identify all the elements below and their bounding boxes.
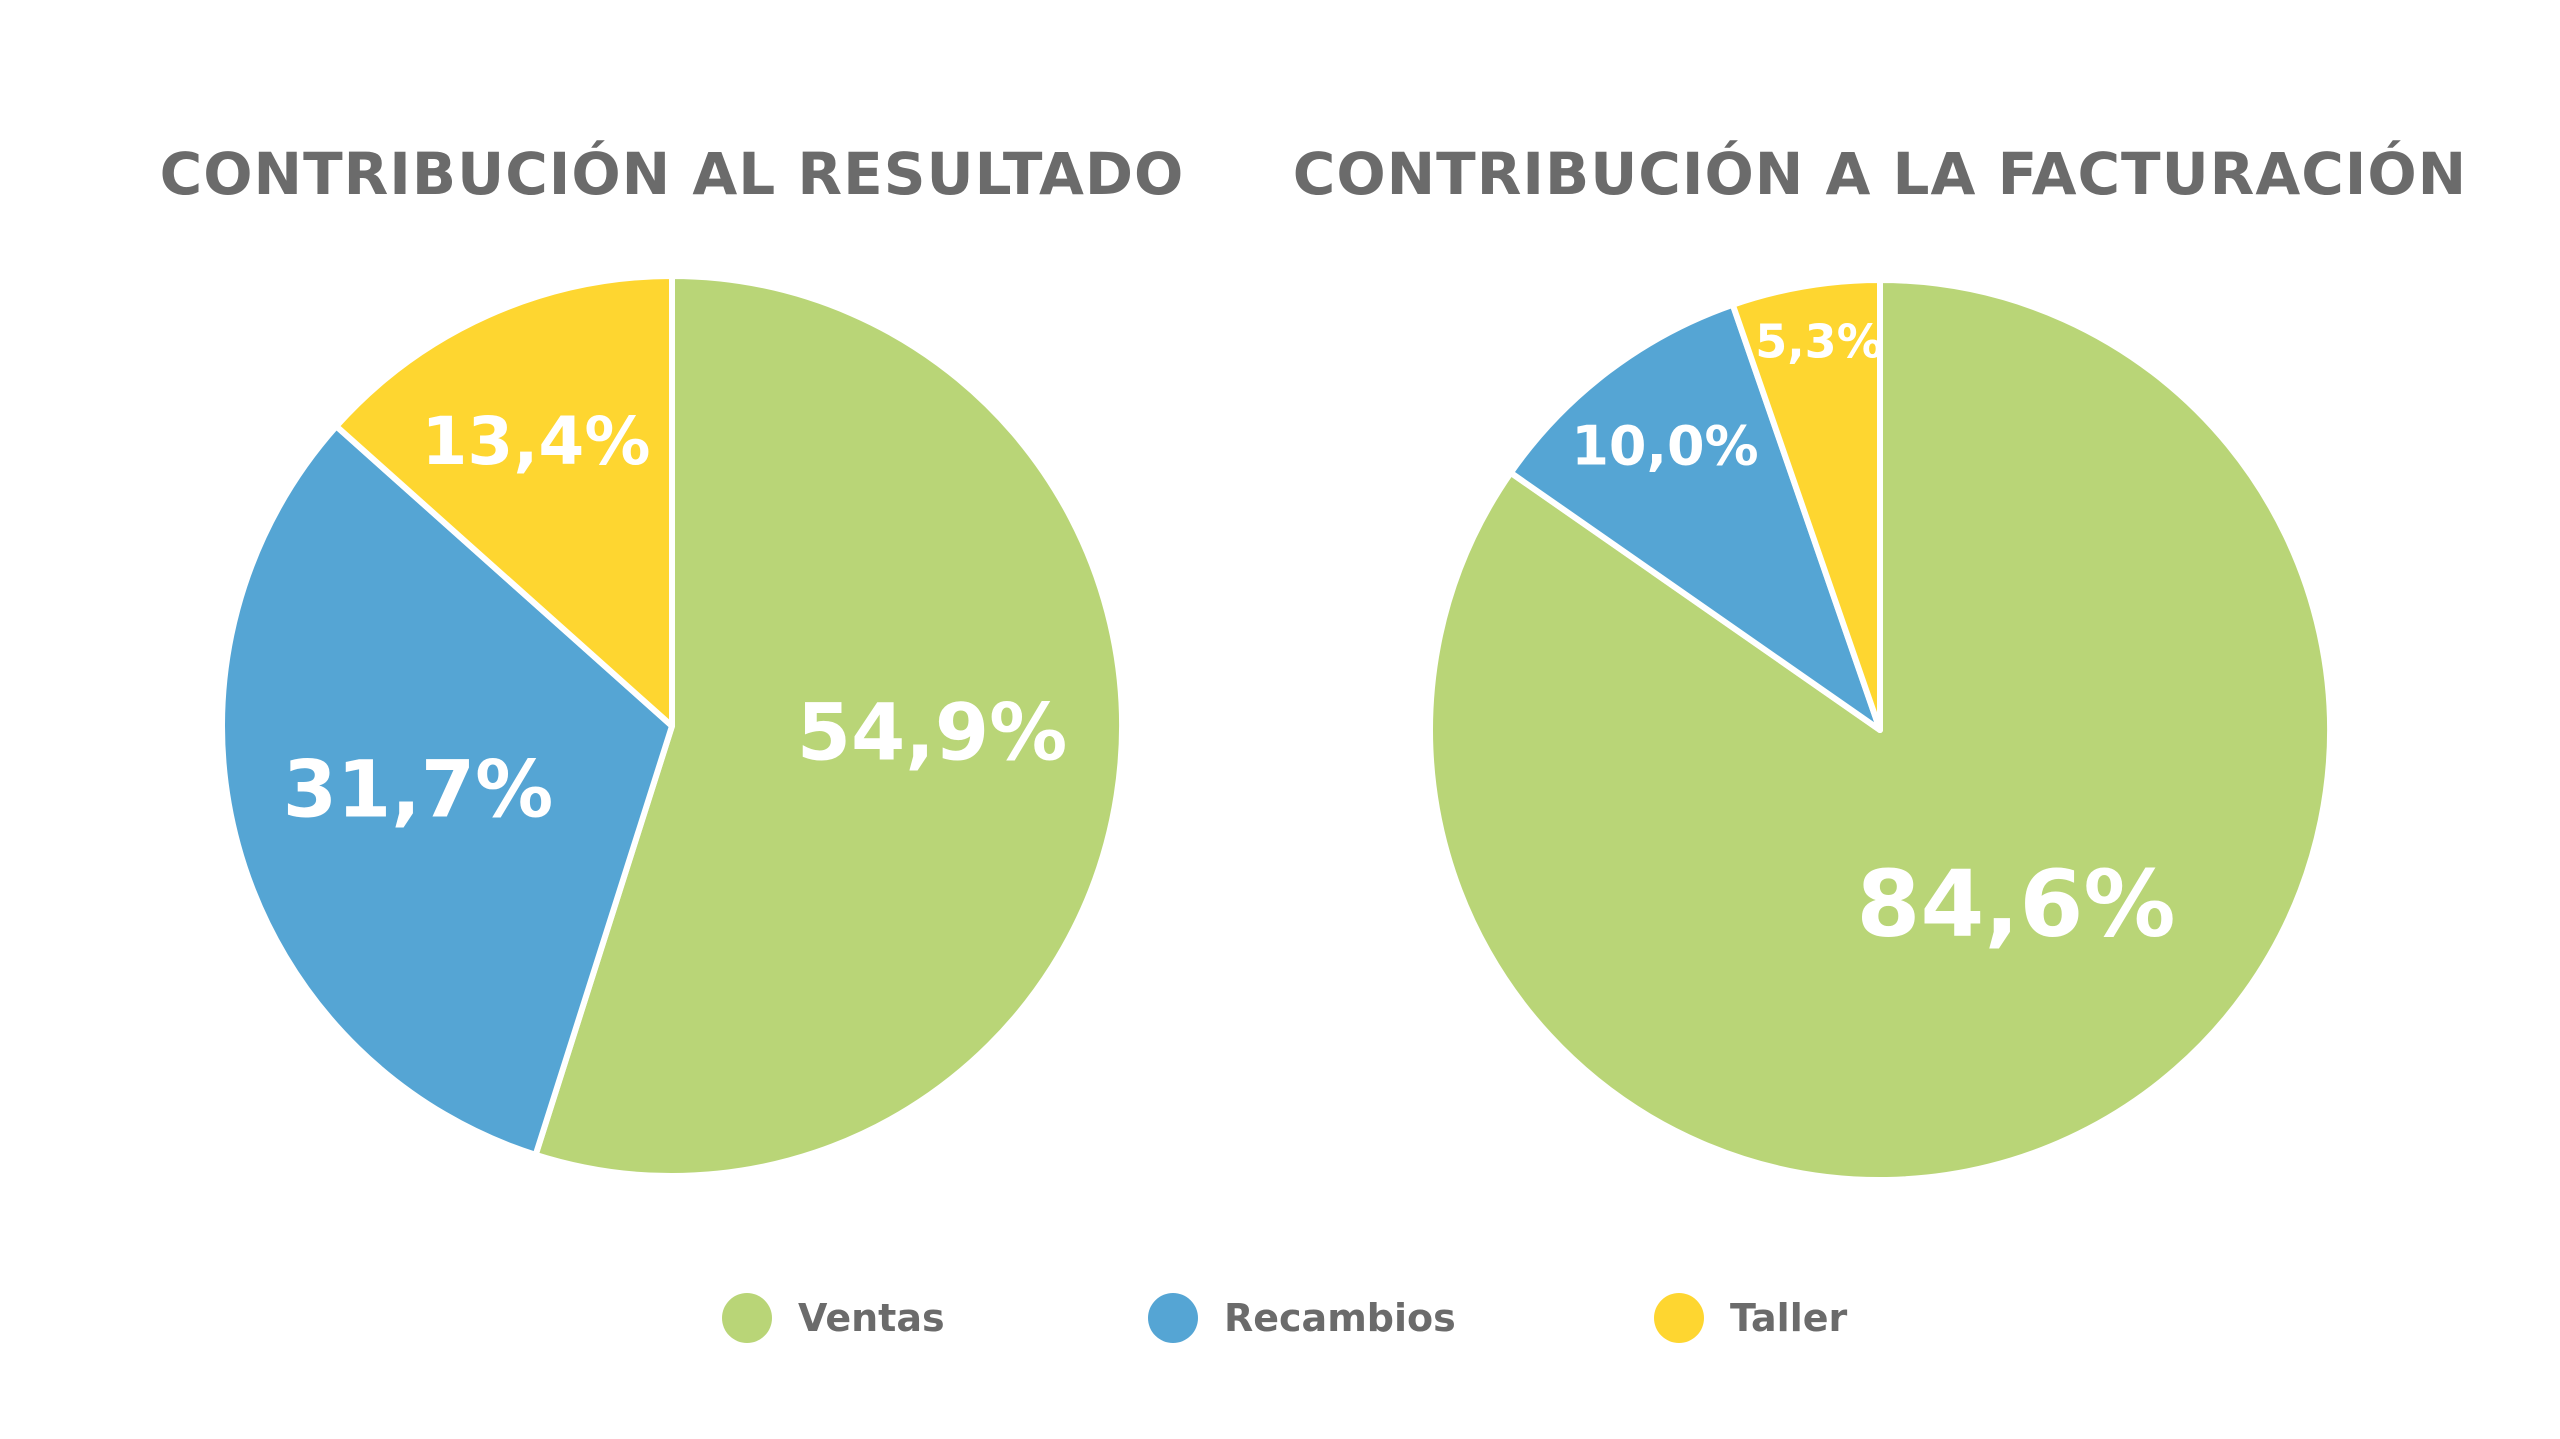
pie-1-slice-recambios: [219, 423, 675, 1158]
pie-1-label-ventas: 54,9%: [797, 688, 1068, 778]
pie-2-label-ventas: 84,6%: [1856, 850, 2175, 957]
chart-title-resultado: CONTRIBUCIÓN AL RESULTADO: [159, 140, 1185, 208]
legend-label-recambios: Recambios: [1224, 1296, 1456, 1340]
legend-item-recambios: Recambios: [1148, 1288, 1456, 1348]
legend-swatch-ventas: [722, 1293, 772, 1343]
pie-1-label-recambios: 31,7%: [283, 745, 554, 835]
pie-1-label-taller: 13,4%: [422, 403, 651, 480]
chart-title-facturacion: CONTRIBUCIÓN A LA FACTURACIÓN: [1292, 140, 2468, 208]
legend-label-taller: Taller: [1730, 1296, 1848, 1340]
legend-swatch-recambios: [1148, 1293, 1198, 1343]
legend-item-taller: Taller: [1654, 1288, 1847, 1348]
pie-1-slice-ventas: [532, 273, 1125, 1179]
legend: Ventas Recambios Taller: [0, 1288, 2560, 1348]
legend-swatch-taller: [1654, 1293, 1704, 1343]
legend-item-ventas: Ventas: [722, 1288, 945, 1348]
pie-1-slice-taller: [333, 273, 675, 729]
pie-2-label-recambios: 10,0%: [1571, 415, 1758, 478]
legend-label-ventas: Ventas: [798, 1296, 945, 1340]
pie-2-slice-recambios: [1507, 301, 1883, 733]
pie-2-label-taller: 5,3%: [1755, 315, 1883, 369]
pie-2-slice-taller: [1729, 277, 1883, 733]
